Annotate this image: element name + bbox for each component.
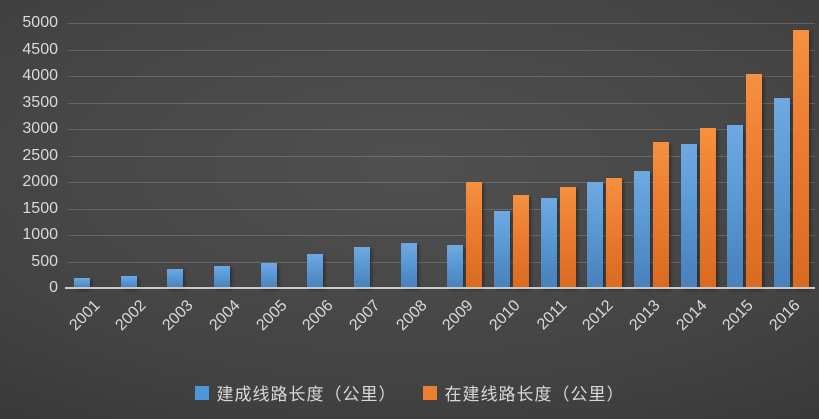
legend-label-under-construction: 在建线路长度（公里） (444, 385, 625, 404)
x-tick-label: 2010 (486, 297, 524, 335)
bar-built (400, 242, 417, 288)
x-tick-label: 2014 (673, 297, 711, 335)
x-tick-label: 2015 (719, 297, 757, 335)
y-tick-label: 0 (49, 279, 58, 296)
bar-group: 2004 (206, 23, 255, 334)
bar-built (120, 275, 137, 288)
bar-built (353, 246, 370, 288)
bar-under-construction (606, 178, 623, 288)
bar-group: 2013 (626, 23, 675, 334)
grid-line (68, 102, 815, 104)
bar-built (540, 198, 557, 288)
x-tick-label: 2012 (579, 297, 617, 335)
bar-built (447, 244, 464, 288)
bar-built (634, 170, 651, 288)
bar-group: 2010 (486, 23, 535, 334)
bar-built (260, 262, 277, 288)
bar-group: 2006 (300, 23, 348, 334)
x-tick-label: 2004 (206, 297, 244, 335)
bar-group: 2005 (253, 23, 302, 334)
y-tick-label: 500 (31, 252, 58, 270)
bar-under-construction (653, 141, 670, 288)
x-tick-label: 2003 (159, 297, 197, 335)
bar-group: 2009 (440, 23, 489, 334)
bar-built (680, 144, 697, 288)
bar-under-construction (746, 73, 763, 288)
x-tick-label: 2002 (112, 297, 151, 335)
y-tick-label: 1500 (22, 199, 58, 217)
bar-group: 2008 (393, 23, 442, 334)
grid-line (68, 23, 815, 24)
bar-built (167, 268, 184, 288)
grid-line (68, 129, 815, 130)
bar-under-construction (699, 127, 716, 288)
bar-group: 2001 (66, 23, 115, 334)
grid-line (68, 155, 815, 157)
y-tick-label: 4500 (22, 40, 58, 58)
bar-group: 2003 (160, 23, 208, 334)
x-tick-label: 2007 (346, 297, 384, 335)
grid-line (68, 76, 815, 77)
x-tick-label: 2009 (439, 297, 477, 335)
y-tick-label: 3500 (22, 93, 58, 111)
bar-groups: 2001 2002 2003 2004 2005 2006 2007 2008 2009 2010… (66, 23, 815, 334)
bar-under-construction (466, 182, 483, 288)
legend-item-built: 建成线路长度（公里） (194, 380, 397, 405)
bar-built (727, 124, 744, 288)
y-tick-label: 1000 (22, 226, 58, 243)
bar-group: 2015 (720, 23, 769, 334)
bar-built (774, 98, 791, 288)
grid-line (68, 182, 815, 183)
legend-swatch-built-icon (194, 385, 209, 400)
x-tick-label: 2008 (392, 297, 431, 335)
x-tick-label: 2006 (299, 297, 337, 335)
y-tick-label: 2000 (22, 173, 58, 190)
grid-line (68, 261, 815, 263)
x-axis-line (65, 287, 815, 289)
bar-group: 2007 (346, 23, 395, 334)
bar-built (587, 182, 604, 288)
y-tick-label: 2500 (22, 146, 58, 164)
legend-item-under-construction: 在建线路长度（公里） (422, 380, 625, 405)
grid-line (68, 235, 815, 236)
x-tick-label: 2001 (66, 297, 104, 335)
y-tick-label: 4000 (22, 67, 58, 84)
bar-under-construction (793, 29, 810, 288)
bar-group: 2014 (673, 23, 722, 334)
legend-label-built: 建成线路长度（公里） (216, 385, 397, 404)
grid-line (68, 208, 815, 210)
x-tick-label: 2016 (766, 297, 804, 335)
bar-built (494, 211, 511, 288)
bar-built (213, 266, 230, 288)
legend-swatch-under-construction-icon (422, 385, 437, 400)
bar-under-construction (513, 194, 530, 288)
grid-line (68, 49, 815, 51)
x-tick-label: 2011 (533, 297, 571, 334)
y-tick-label: 3000 (22, 120, 58, 137)
x-tick-label: 2013 (626, 297, 664, 335)
bar-group: 2002 (113, 23, 162, 334)
plot-area: 2001 2002 2003 2004 2005 2006 2007 2008 2009 2010… (65, 23, 815, 334)
x-tick-label: 2005 (252, 297, 291, 335)
bar-under-construction (559, 187, 576, 288)
bar-built (307, 253, 324, 288)
y-tick-label: 5000 (22, 14, 58, 31)
bar-group: 2011 (534, 23, 582, 333)
bar-built (73, 278, 90, 288)
legend: 建成线路长度（公里） 在建线路长度（公里） (0, 380, 819, 405)
y-axis-tick-labels: 0 500 1000 1500 2000 2500 3000 3500 4000 4500 5000 (0, 0, 58, 419)
bar-group: 2016 (766, 23, 815, 334)
bar-group: 2012 (580, 23, 629, 334)
